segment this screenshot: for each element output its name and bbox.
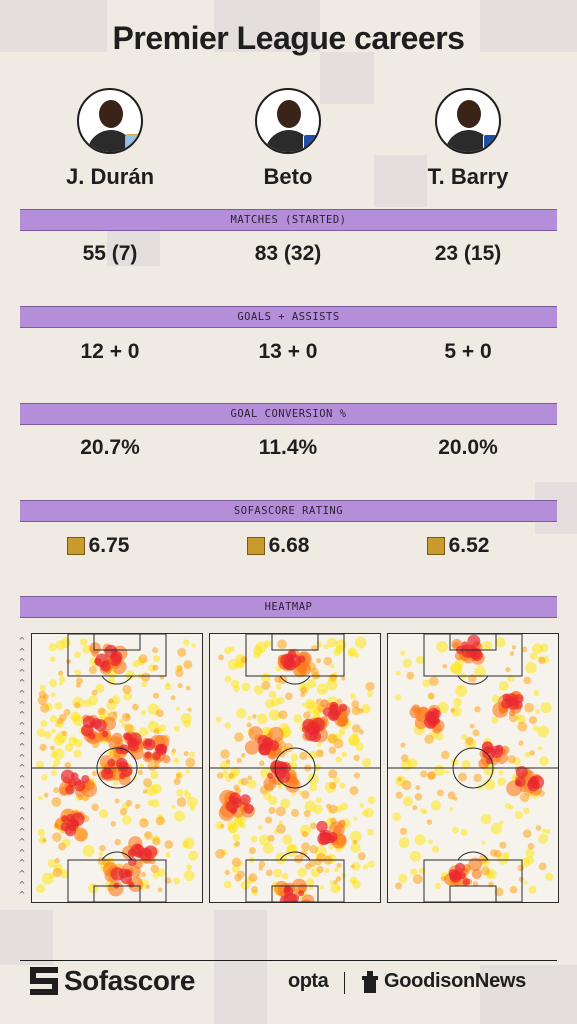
direction-arrows: ^ ^ ^ ^ ^ ^ ^ ^ ^ ^ ^ ^ ^ ^ ^ ^ ^ ^ ^ ^ ^ ^ ^ ^ ^ [18, 636, 26, 900]
stat-value: 5 + 0 [444, 340, 492, 363]
section-header-goals-assists: GOALS + ASSISTS [20, 306, 557, 328]
bg-square [480, 965, 577, 1024]
logo-separator [344, 972, 345, 994]
player-avatar [435, 88, 501, 154]
stat-value: 11.4% [258, 436, 318, 459]
heatmap-pitch [387, 633, 559, 903]
rating-square-icon [246, 537, 265, 555]
player-card: T. Barry [378, 88, 558, 190]
rating-value: 6.68 [188, 534, 368, 561]
club-badge-icon [483, 134, 499, 152]
rating-value: 6.75 [8, 534, 188, 561]
stat-value: 13 + 0 [258, 340, 318, 363]
rating-square-icon [66, 537, 85, 555]
stat-value: 12 + 0 [80, 340, 140, 363]
club-badge-icon [125, 134, 141, 152]
section-header-heatmap: HEATMAP [20, 596, 557, 618]
stat-value: 23 (15) [434, 242, 502, 265]
sofascore-logo: Sofascore [30, 965, 195, 997]
bg-square [480, 0, 577, 52]
opta-logo: opta [288, 970, 329, 992]
footer-divider [20, 960, 557, 961]
rating-square-icon [426, 537, 445, 555]
page-title: Premier League careers [112, 20, 465, 56]
rating-value: 6.52 [368, 534, 548, 561]
goodison-wordmark: GoodisonNews [384, 970, 526, 992]
bg-square [374, 155, 427, 207]
heatmap-pitch [31, 633, 203, 903]
sofascore-wordmark: Sofascore [64, 965, 195, 996]
goodison-tower-icon [360, 970, 380, 993]
player-avatar [255, 88, 321, 154]
bg-square [214, 910, 267, 1024]
bg-square [267, 0, 320, 52]
bg-square [0, 0, 107, 52]
stat-value: 55 (7) [82, 242, 138, 265]
player-avatar [77, 88, 143, 154]
bg-square [214, 0, 267, 52]
goodison-news-logo: GoodisonNews [360, 970, 526, 993]
player-card: J. Durán [20, 88, 200, 190]
stat-value: 20.0% [438, 436, 498, 459]
section-header-conversion: GOAL CONVERSION % [20, 403, 557, 425]
bg-square [0, 910, 53, 965]
section-header-rating: SOFASCORE RATING [20, 500, 557, 522]
sofascore-icon [30, 967, 58, 995]
stat-value: 83 (32) [254, 242, 322, 265]
section-header-matches: MATCHES (STARTED) [20, 209, 557, 231]
player-name: Beto [263, 164, 313, 189]
club-badge-icon [303, 134, 319, 152]
player-name: J. Durán [65, 164, 155, 189]
player-name: T. Barry [427, 164, 509, 189]
bg-square [320, 52, 374, 104]
heatmap-pitch [209, 633, 381, 903]
stat-value: 20.7% [80, 436, 140, 459]
player-card: Beto [198, 88, 378, 190]
